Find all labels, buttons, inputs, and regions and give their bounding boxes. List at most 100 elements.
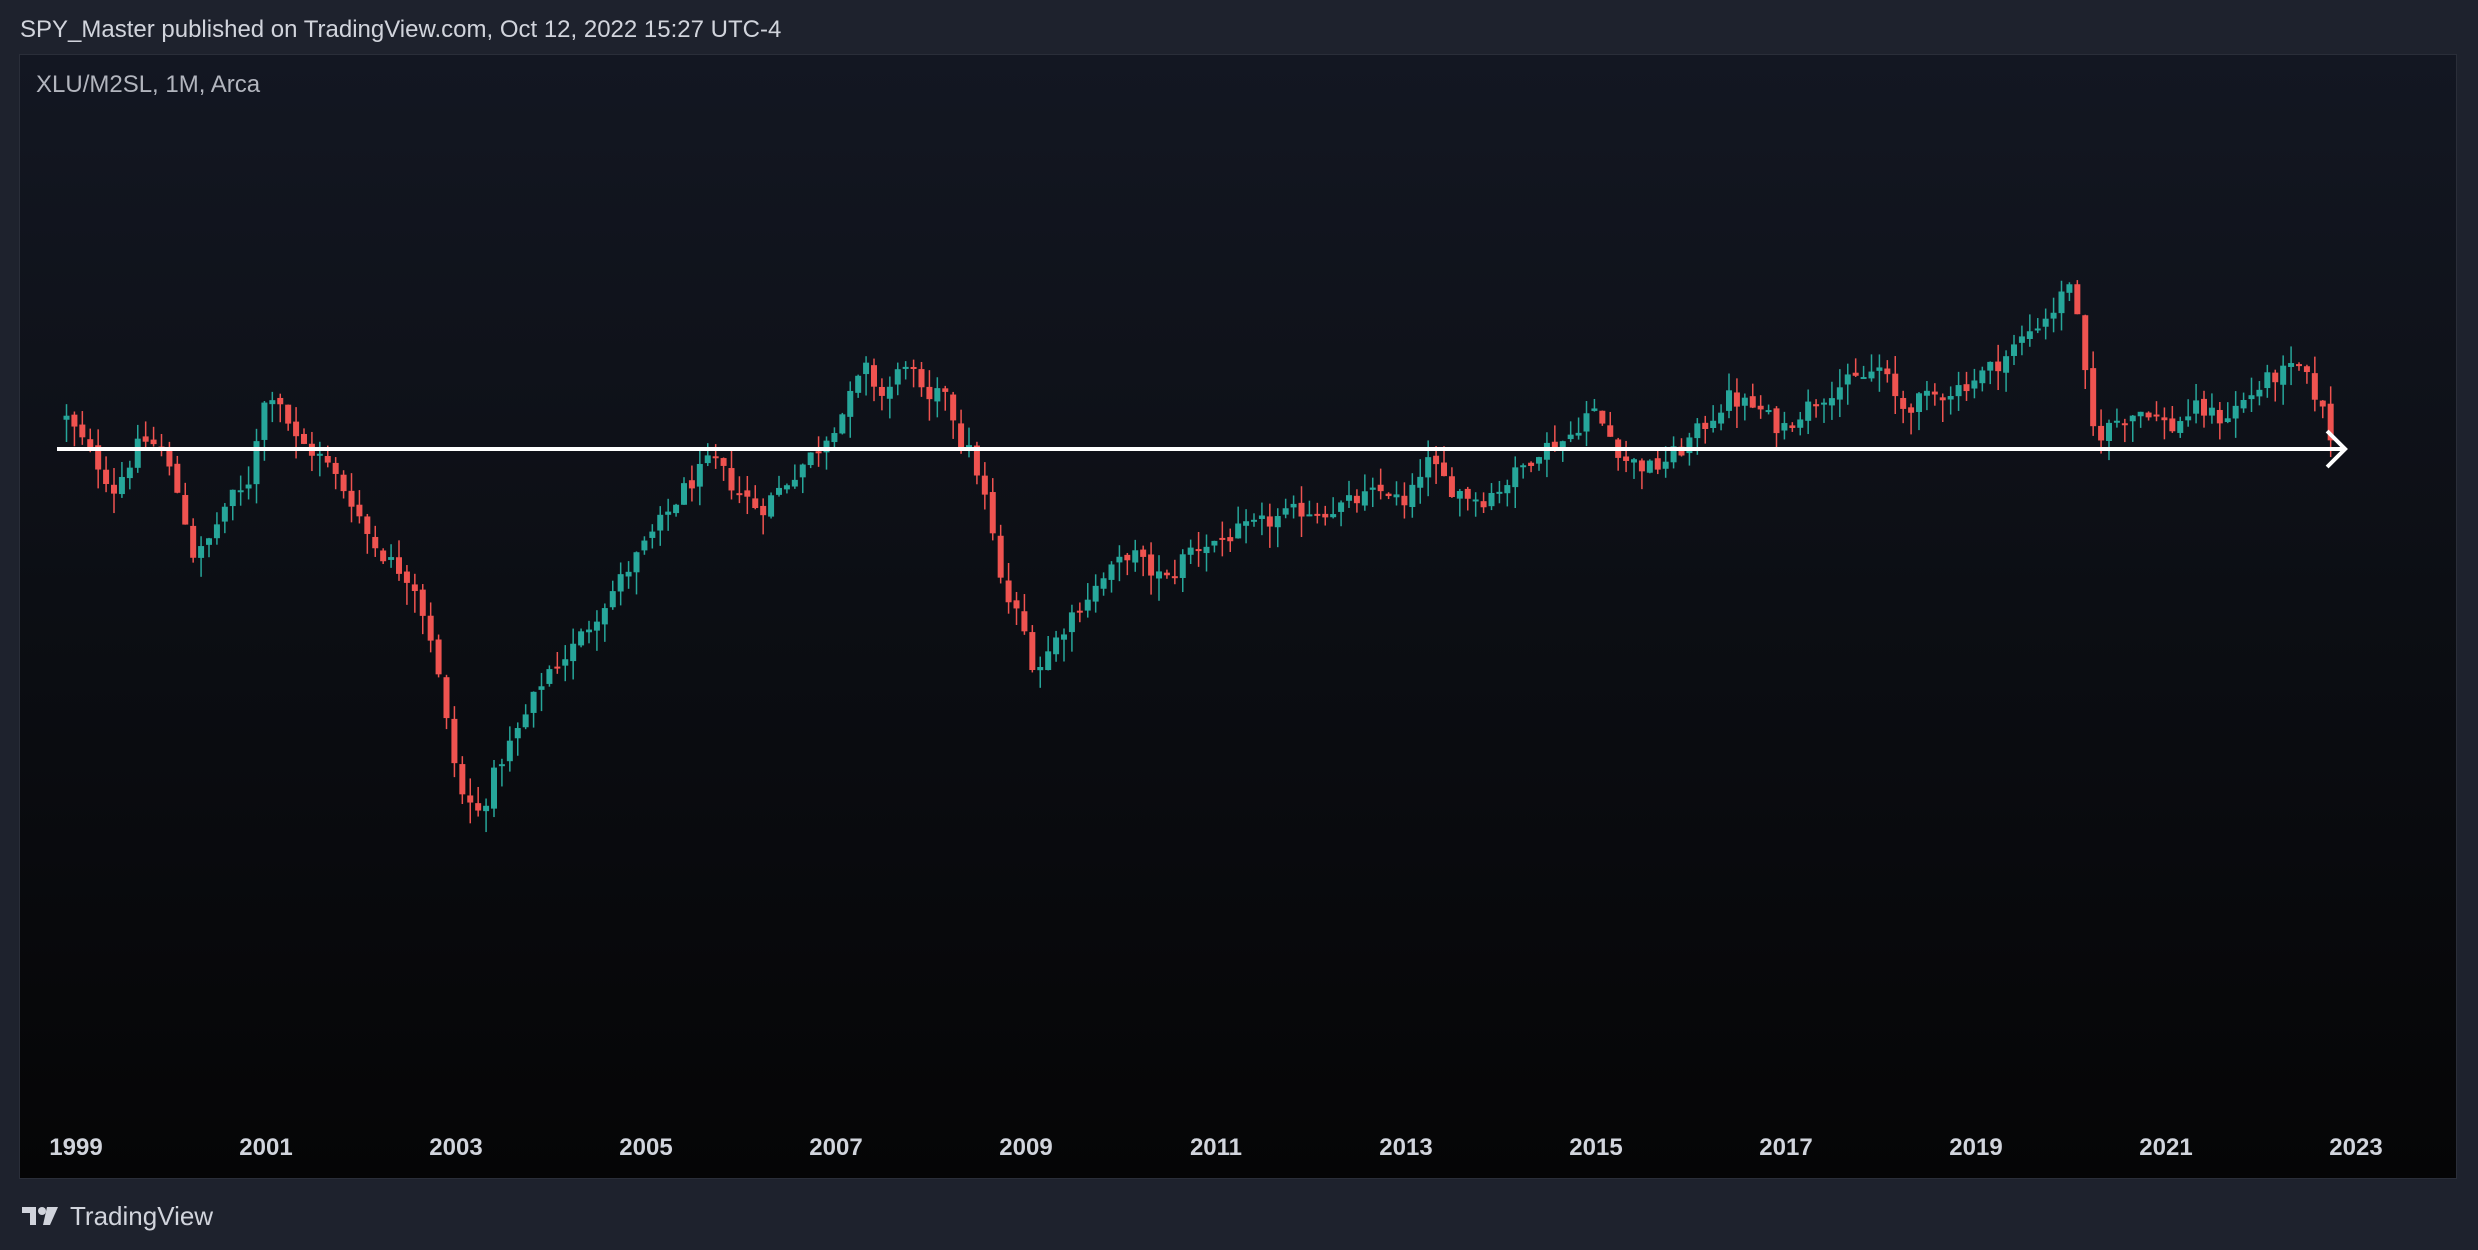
candle[interactable]	[1757, 395, 1764, 419]
candle[interactable]	[1749, 383, 1756, 409]
candle[interactable]	[1646, 459, 1653, 474]
candle[interactable]	[1939, 393, 1946, 423]
candle[interactable]	[2319, 400, 2326, 419]
candle[interactable]	[2296, 362, 2302, 371]
candle[interactable]	[2208, 393, 2215, 424]
candle[interactable]	[2256, 381, 2263, 406]
candle[interactable]	[783, 483, 790, 494]
candle[interactable]	[372, 525, 379, 557]
candle[interactable]	[1615, 437, 1622, 471]
candle[interactable]	[1417, 459, 1424, 504]
candle[interactable]	[1536, 456, 1542, 471]
candle[interactable]	[1955, 371, 1962, 411]
candle[interactable]	[1828, 381, 1835, 420]
candle[interactable]	[871, 358, 877, 402]
candle[interactable]	[1575, 417, 1582, 440]
candle[interactable]	[2050, 297, 2057, 333]
candle[interactable]	[657, 506, 664, 546]
candle[interactable]	[1472, 492, 1479, 517]
candle[interactable]	[340, 470, 347, 499]
candle[interactable]	[2129, 415, 2136, 442]
candle[interactable]	[483, 798, 490, 833]
candle[interactable]	[578, 628, 585, 648]
candle[interactable]	[1243, 509, 1250, 544]
candle[interactable]	[2153, 401, 2160, 422]
candle[interactable]	[126, 460, 133, 490]
candle[interactable]	[1868, 354, 1875, 382]
candle[interactable]	[63, 404, 70, 442]
candle[interactable]	[665, 498, 672, 531]
candle[interactable]	[269, 391, 276, 423]
candle[interactable]	[704, 443, 711, 467]
candle[interactable]	[1076, 602, 1083, 623]
candle[interactable]	[1108, 561, 1115, 593]
candle[interactable]	[1599, 410, 1606, 426]
candle[interactable]	[1480, 492, 1487, 514]
candle[interactable]	[1638, 458, 1645, 490]
candle[interactable]	[1821, 398, 1827, 423]
candle[interactable]	[2137, 411, 2144, 428]
candle[interactable]	[981, 462, 988, 510]
candle[interactable]	[1053, 630, 1060, 662]
candle[interactable]	[1844, 363, 1851, 405]
candle[interactable]	[1156, 555, 1162, 601]
candle[interactable]	[1219, 521, 1226, 557]
candle[interactable]	[2232, 391, 2239, 438]
chart-panel[interactable]: 1999 2001 2003 2005 2007 2009 2011 2013 2015 2017…	[19, 54, 2457, 1179]
candle[interactable]	[396, 540, 402, 581]
candle[interactable]	[673, 503, 680, 517]
candle[interactable]	[237, 475, 244, 506]
candle[interactable]	[2280, 355, 2287, 405]
candle[interactable]	[530, 691, 537, 728]
candle[interactable]	[1504, 479, 1511, 507]
candle[interactable]	[633, 551, 640, 595]
candle[interactable]	[2090, 351, 2097, 436]
candle[interactable]	[839, 412, 846, 435]
candle[interactable]	[522, 704, 529, 730]
candle[interactable]	[2082, 314, 2089, 389]
candle[interactable]	[1346, 480, 1352, 508]
candle[interactable]	[261, 401, 268, 461]
candle[interactable]	[1266, 503, 1273, 548]
candle[interactable]	[2058, 280, 2065, 331]
candle[interactable]	[1773, 406, 1780, 451]
candlestick-chart[interactable]: 1999 2001 2003 2005 2007 2009 2011 2013 2015 2017…	[20, 55, 2457, 1179]
candle[interactable]	[641, 536, 648, 555]
candle[interactable]	[1884, 360, 1891, 383]
candle[interactable]	[1021, 594, 1028, 635]
candle[interactable]	[103, 456, 110, 493]
candle[interactable]	[1900, 390, 1907, 424]
candle[interactable]	[1322, 505, 1329, 526]
candle[interactable]	[1979, 366, 1986, 392]
candle[interactable]	[910, 359, 917, 388]
candle[interactable]	[1607, 411, 1614, 437]
candle[interactable]	[1456, 488, 1463, 517]
candle[interactable]	[158, 433, 165, 457]
candle[interactable]	[174, 455, 181, 494]
candle[interactable]	[71, 411, 78, 447]
candle[interactable]	[720, 457, 727, 481]
candle[interactable]	[989, 478, 996, 541]
candle[interactable]	[1306, 500, 1313, 517]
candle[interactable]	[2264, 364, 2271, 398]
candle[interactable]	[1409, 473, 1416, 518]
candle[interactable]	[2248, 377, 2255, 412]
candle[interactable]	[617, 562, 624, 606]
candle[interactable]	[886, 376, 893, 419]
candle[interactable]	[593, 610, 600, 651]
candle[interactable]	[388, 544, 395, 568]
candle[interactable]	[1235, 506, 1242, 539]
candle[interactable]	[1290, 495, 1297, 519]
candle[interactable]	[308, 431, 315, 472]
candle[interactable]	[356, 490, 363, 524]
candle[interactable]	[2042, 308, 2049, 340]
candle[interactable]	[1195, 531, 1202, 567]
candle[interactable]	[221, 503, 228, 534]
candle[interactable]	[2272, 369, 2279, 402]
candle[interactable]	[1132, 539, 1139, 572]
candle[interactable]	[1781, 411, 1788, 440]
candle[interactable]	[768, 492, 775, 519]
candle[interactable]	[451, 706, 458, 778]
candle[interactable]	[443, 674, 450, 730]
candle[interactable]	[2327, 386, 2334, 458]
